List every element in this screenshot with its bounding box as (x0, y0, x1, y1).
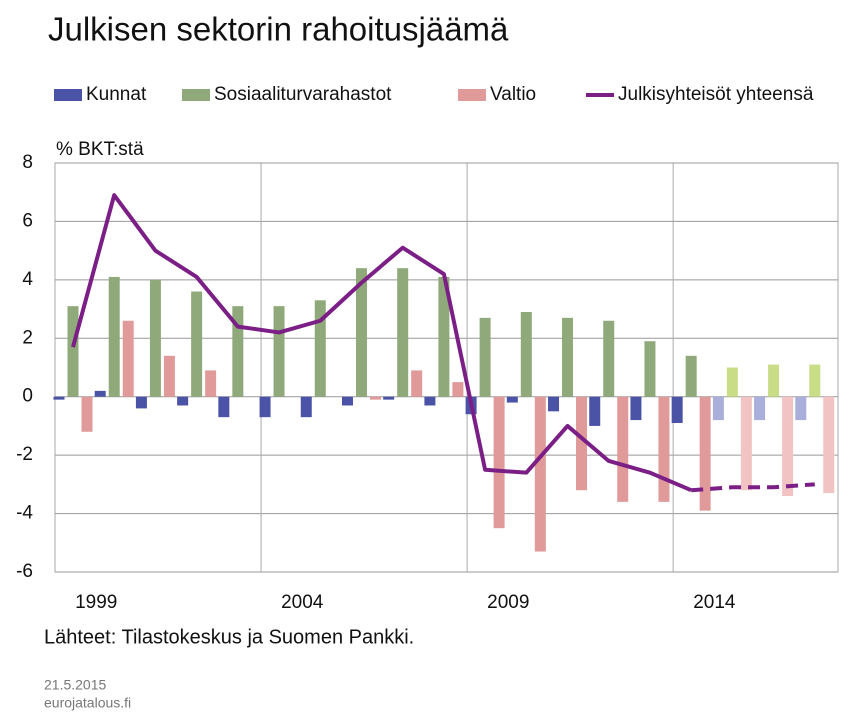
bar (424, 396, 436, 406)
line-forecast (691, 482, 815, 493)
legend-swatch (182, 89, 210, 101)
bar (397, 268, 409, 397)
bar (823, 396, 835, 494)
bar (369, 396, 381, 400)
bar (479, 317, 491, 397)
bar (493, 396, 505, 529)
bar (149, 279, 161, 397)
bar (81, 396, 93, 432)
x-tick-label: 1999 (75, 592, 117, 613)
bar (603, 320, 615, 397)
bar (630, 396, 642, 421)
bar (94, 390, 106, 397)
bar (411, 370, 423, 397)
bar (617, 396, 629, 502)
bar (740, 396, 752, 491)
bar (232, 306, 244, 397)
bar (438, 276, 450, 397)
bar (53, 396, 65, 400)
bar (205, 370, 217, 397)
bar (795, 396, 807, 421)
bar (768, 364, 780, 397)
bar (273, 306, 285, 397)
legend-swatch (458, 89, 486, 101)
y-tick-label: -6 (16, 561, 33, 582)
bar (218, 396, 230, 418)
legend-label: Sosiaaliturvarahastot (214, 84, 392, 105)
y-tick-label: 6 (22, 210, 33, 231)
source: Lähteet: Tilastokeskus ja Suomen Pankki. (44, 626, 414, 648)
bar (300, 396, 312, 418)
bar (726, 367, 738, 397)
legend-label: Julkisyhteisöt yhteensä (618, 84, 814, 105)
bar (177, 396, 189, 406)
bar (355, 268, 367, 397)
bar (191, 291, 203, 397)
bar (712, 396, 724, 421)
legend-label: Kunnat (86, 84, 147, 105)
y-tick-label: -2 (16, 444, 33, 465)
x-tick-label: 2004 (281, 592, 324, 613)
y-tick-label: 8 (22, 152, 33, 173)
bar (383, 396, 395, 400)
bar (341, 396, 353, 406)
bar (452, 382, 464, 397)
bar (782, 396, 794, 497)
legend-label: Valtio (490, 84, 536, 105)
bar (589, 396, 601, 426)
bar (644, 341, 656, 397)
bar (685, 355, 697, 397)
bar (699, 396, 711, 511)
bar (562, 317, 574, 397)
y-tick-label: 0 (22, 386, 33, 407)
bar (548, 396, 560, 412)
line (71, 193, 692, 493)
y-tick-label: -4 (16, 503, 33, 524)
bar (67, 306, 79, 397)
bar (576, 396, 588, 491)
chart-title: Julkisen sektorin rahoitusjäämä (48, 11, 509, 48)
y-axis-label: % BKT:stä (56, 139, 144, 160)
y-tick-label: 2 (22, 327, 33, 348)
x-tick-label: 2014 (693, 592, 736, 613)
bar (135, 396, 147, 409)
bar (534, 396, 546, 552)
date: 21.5.2015 (44, 677, 106, 693)
bar (506, 396, 518, 403)
bar (108, 276, 120, 397)
bar (520, 311, 532, 397)
bar (314, 300, 326, 397)
bar (809, 364, 821, 397)
bar (163, 355, 175, 397)
bar (754, 396, 766, 421)
bar (259, 396, 271, 418)
bar (658, 396, 670, 502)
legend-swatch (54, 89, 82, 101)
y-tick-label: 4 (22, 269, 33, 290)
site: eurojatalous.fi (44, 695, 131, 711)
x-tick-label: 2009 (487, 592, 529, 613)
bar (122, 320, 134, 397)
bar (671, 396, 683, 424)
